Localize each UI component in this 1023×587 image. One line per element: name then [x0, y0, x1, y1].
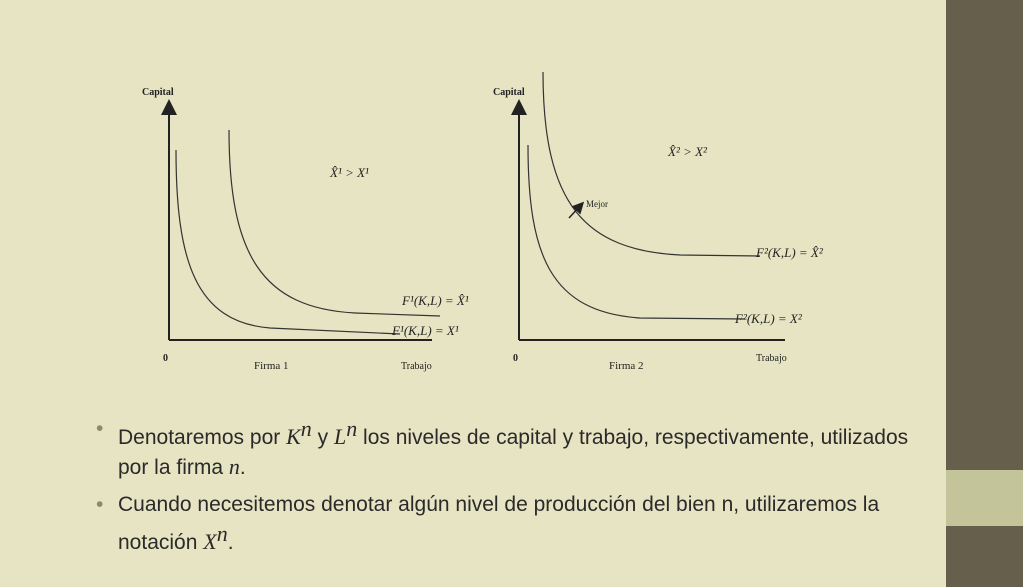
y-axis-label: Capital — [142, 87, 174, 98]
mejor-arrow-icon — [568, 201, 585, 219]
bullet-item: • Denotaremos por Kn y Ln los niveles de… — [96, 416, 909, 479]
bullet-icon: • — [96, 493, 104, 516]
isoquant-high — [542, 71, 761, 257]
x-axis-label: Trabajo — [756, 353, 787, 364]
math-l: L — [333, 424, 347, 449]
isoquant-low — [527, 144, 746, 320]
isoquant-high — [228, 129, 441, 317]
math-k: K — [286, 424, 301, 449]
x-axis-label: Trabajo — [401, 361, 432, 372]
bullet-icon: • — [96, 417, 104, 440]
figure-title: Firma 1 — [254, 360, 289, 372]
isoquant-low — [175, 149, 401, 335]
figure-firma-1: Capital 0 Firma 1 Trabajo X̂¹ > X¹ F¹(K,… — [142, 87, 469, 372]
origin-label: 0 — [163, 353, 168, 364]
isoquant-low-label: F¹(K,L) = X¹ — [391, 323, 459, 338]
figure-firma-2: Mejor Capital 0 Firma 2 Trabajo X̂² > X²… — [493, 71, 824, 372]
math-x: X — [203, 529, 217, 554]
inequality-label: X̂¹ > X¹ — [329, 165, 369, 180]
origin-label: 0 — [513, 353, 518, 364]
bullet-list: • Denotaremos por Kn y Ln los niveles de… — [96, 414, 926, 565]
arrow-label: Mejor — [586, 199, 608, 209]
isoquant-high-label: F²(K,L) = X̂² — [755, 245, 824, 260]
bullet-item: • Cuando necesitemos denotar algún nivel… — [96, 490, 926, 557]
isoquant-figures: Capital 0 Firma 1 Trabajo X̂¹ > X¹ F¹(K,… — [142, 71, 824, 372]
isoquant-low-label: F²(K,L) = X² — [734, 311, 803, 326]
y-axis-label: Capital — [493, 87, 525, 98]
figure-title: Firma 2 — [609, 360, 644, 372]
isoquant-high-label: F¹(K,L) = X̂¹ — [401, 293, 469, 308]
sidebar-accent-band — [946, 470, 1023, 526]
math-n: n — [228, 454, 240, 479]
inequality-label: X̂² > X² — [667, 144, 708, 159]
